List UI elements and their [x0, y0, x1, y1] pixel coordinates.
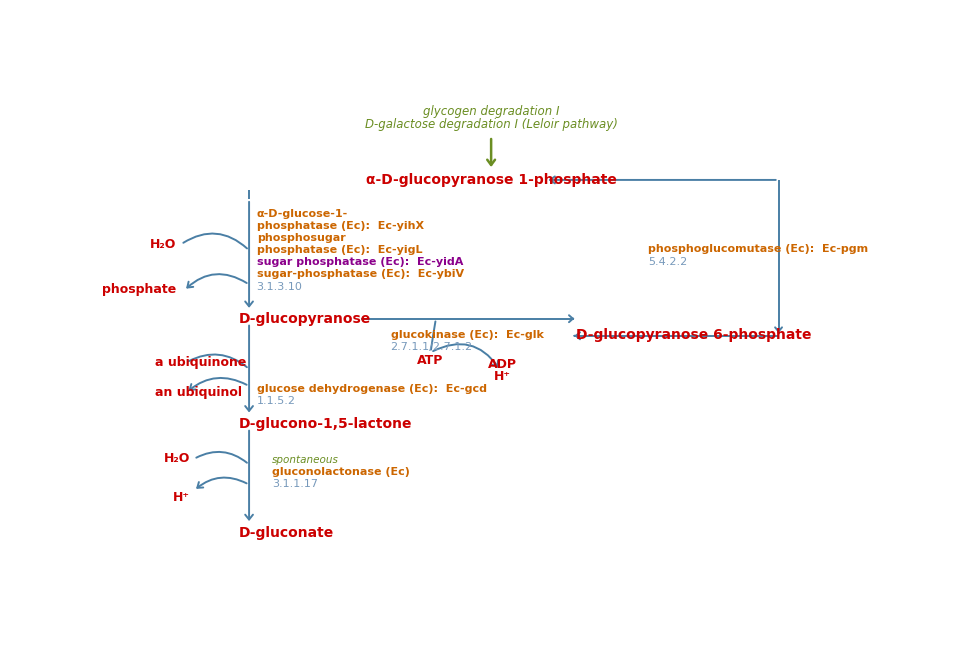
Text: phosphoglucomutase (Ec):  Ec-pgm: phosphoglucomutase (Ec): Ec-pgm [648, 244, 868, 254]
Text: ADP: ADP [488, 358, 517, 372]
Text: H₂O: H₂O [164, 453, 190, 466]
Text: D-glucopyranose 6-phosphate: D-glucopyranose 6-phosphate [576, 328, 811, 342]
Text: H₂O: H₂O [150, 238, 177, 251]
Text: sugar-phosphatase (Ec):  Ec-ybiV: sugar-phosphatase (Ec): Ec-ybiV [257, 270, 464, 279]
Text: glycogen degradation I: glycogen degradation I [423, 104, 559, 118]
Text: phosphate: phosphate [102, 283, 177, 296]
Text: glucokinase (Ec):  Ec-glk: glucokinase (Ec): Ec-glk [390, 330, 544, 340]
Text: ATP: ATP [418, 355, 444, 368]
Text: D-glucono-1,5-lactone: D-glucono-1,5-lactone [239, 417, 413, 431]
Text: 1.1.5.2: 1.1.5.2 [257, 396, 296, 406]
Text: phosphatase (Ec):  Ec-yigL: phosphatase (Ec): Ec-yigL [257, 246, 423, 255]
Text: D-glucopyranose: D-glucopyranose [239, 311, 372, 326]
Text: H⁺: H⁺ [173, 491, 190, 504]
Text: 5.4.2.2: 5.4.2.2 [648, 257, 687, 267]
Text: 2.7.1.1/2.7.1.2: 2.7.1.1/2.7.1.2 [390, 342, 472, 352]
Text: a ubiquinone: a ubiquinone [154, 356, 246, 369]
Text: D-gluconate: D-gluconate [239, 526, 335, 540]
Text: α-D-glucopyranose 1-phosphate: α-D-glucopyranose 1-phosphate [366, 173, 617, 187]
Text: sugar phosphatase (Ec):  Ec-yidA: sugar phosphatase (Ec): Ec-yidA [257, 257, 463, 267]
Text: glucose dehydrogenase (Ec):  Ec-gcd: glucose dehydrogenase (Ec): Ec-gcd [257, 384, 487, 394]
Text: 3.1.3.10: 3.1.3.10 [257, 282, 303, 292]
Text: α-D-glucose-1-: α-D-glucose-1- [257, 209, 347, 219]
Text: phosphosugar: phosphosugar [257, 233, 346, 244]
Text: gluconolactonase (Ec): gluconolactonase (Ec) [271, 466, 410, 477]
Text: H⁺: H⁺ [494, 370, 511, 383]
Text: phosphatase (Ec):  Ec-yihX: phosphatase (Ec): Ec-yihX [257, 221, 424, 231]
Text: an ubiquinol: an ubiquinol [154, 386, 241, 399]
Text: 3.1.1.17: 3.1.1.17 [271, 479, 318, 489]
Text: spontaneous: spontaneous [271, 456, 339, 466]
Text: D-galactose degradation I (Leloir pathway): D-galactose degradation I (Leloir pathwa… [365, 118, 618, 131]
